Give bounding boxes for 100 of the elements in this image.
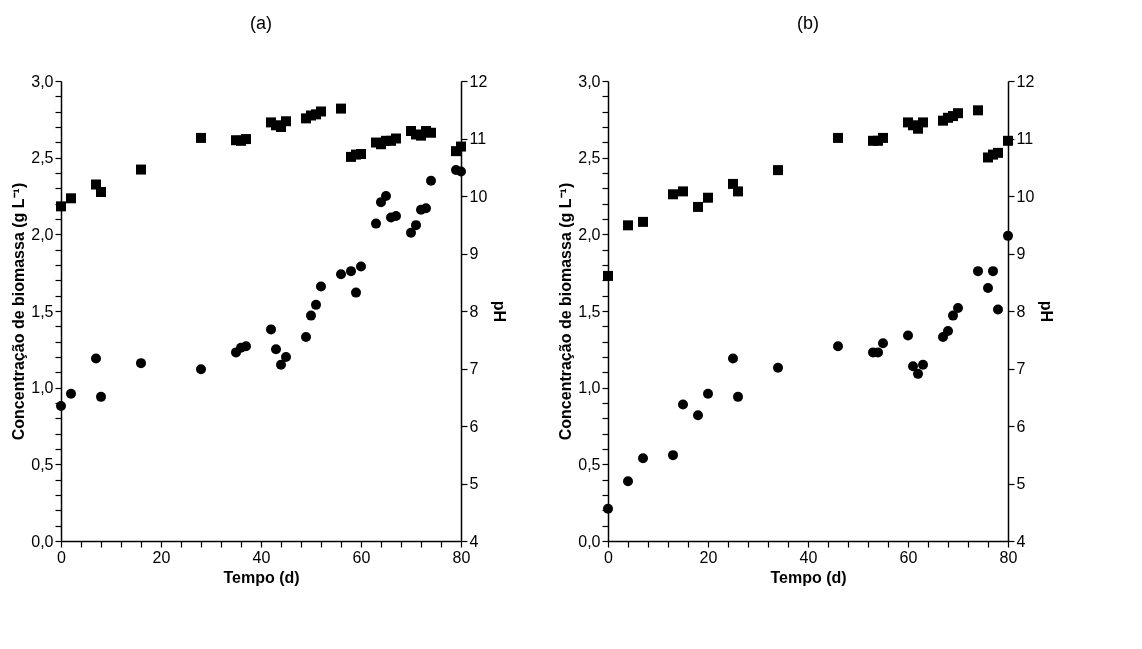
y-tick-label: 2,0 <box>31 225 54 243</box>
x-axis-title: Tempo (d) <box>770 568 847 586</box>
y-tick-label: 3,0 <box>578 72 601 90</box>
x-tick-label: 80 <box>999 548 1018 566</box>
y2-tick-label: 12 <box>469 72 488 90</box>
y-axis-title: Concentração de biomassa (g L⁻¹) <box>557 182 575 441</box>
point <box>196 364 206 375</box>
point <box>281 116 291 127</box>
point <box>356 261 366 272</box>
y2-axis-title: pH <box>1038 300 1056 323</box>
y-tick-label: 1,0 <box>578 379 601 397</box>
y2-tick-label: 12 <box>1016 72 1035 90</box>
point <box>918 359 928 370</box>
point <box>301 332 311 343</box>
point <box>136 164 146 175</box>
point <box>943 325 953 336</box>
point <box>603 270 613 281</box>
point <box>91 353 101 364</box>
point <box>668 450 678 461</box>
x-tick-label: 40 <box>799 548 818 566</box>
y2-tick-label: 6 <box>469 417 479 435</box>
point <box>196 132 206 143</box>
y-tick-label: 0,0 <box>31 532 54 550</box>
point <box>623 476 633 487</box>
point <box>603 503 613 514</box>
y2-axis-title: pH <box>491 300 509 323</box>
point <box>306 310 316 321</box>
y-tick-label: 2,0 <box>578 225 601 243</box>
point <box>773 165 783 176</box>
point <box>241 134 251 145</box>
point <box>271 344 281 355</box>
point <box>693 410 703 421</box>
point <box>953 302 963 313</box>
point <box>356 149 366 160</box>
point <box>913 368 923 379</box>
y-tick-label: 2,5 <box>31 149 54 167</box>
point <box>993 147 1003 158</box>
point <box>733 186 743 197</box>
x-tick-label: 60 <box>899 548 918 566</box>
point <box>96 391 106 402</box>
point <box>703 388 713 399</box>
point <box>336 269 346 280</box>
point <box>1003 230 1013 241</box>
y2-tick-label: 6 <box>1016 417 1026 435</box>
point <box>136 358 146 369</box>
point <box>773 362 783 373</box>
chart-title: (a) <box>250 13 272 33</box>
point <box>678 399 688 410</box>
point <box>411 220 421 231</box>
point <box>266 324 276 335</box>
chart-title: (b) <box>797 13 819 33</box>
point <box>336 103 346 114</box>
point <box>623 220 633 231</box>
point <box>833 132 843 143</box>
point <box>668 189 678 200</box>
y-tick-label: 1,5 <box>578 302 601 320</box>
y2-tick-label: 11 <box>469 130 487 147</box>
point <box>638 216 648 227</box>
point <box>973 105 983 116</box>
point <box>56 401 66 412</box>
point <box>983 283 993 293</box>
point <box>391 133 401 144</box>
point <box>693 201 703 212</box>
point <box>733 391 743 402</box>
y2-tick-label: 8 <box>469 302 479 320</box>
point <box>456 166 466 177</box>
y2-tick-label: 4 <box>1016 532 1026 550</box>
y-tick-label: 3,0 <box>31 72 54 90</box>
y2-tick-label: 4 <box>469 532 479 550</box>
point <box>903 330 913 341</box>
point <box>66 193 76 204</box>
point <box>371 218 381 229</box>
y2-tick-label: 9 <box>469 245 479 262</box>
y2-tick-label: 9 <box>1016 245 1026 262</box>
point <box>953 108 963 119</box>
point <box>973 266 983 277</box>
y-tick-label: 1,5 <box>31 302 54 320</box>
point <box>406 227 416 238</box>
x-tick-label: 80 <box>452 548 471 566</box>
y-tick-label: 0,5 <box>31 455 54 473</box>
point <box>638 453 648 464</box>
x-tick-label: 60 <box>352 548 371 566</box>
x-tick-label: 0 <box>57 548 67 566</box>
y2-tick-label: 10 <box>469 187 488 205</box>
point <box>918 117 928 128</box>
point <box>96 186 106 197</box>
point <box>948 310 958 321</box>
y-tick-label: 0,0 <box>578 532 601 550</box>
point <box>56 201 66 212</box>
point <box>66 388 76 399</box>
y-tick-label: 0,5 <box>578 455 601 473</box>
point <box>276 359 286 370</box>
y2-tick-label: 5 <box>469 475 479 492</box>
point <box>878 132 888 143</box>
point <box>391 210 401 221</box>
point <box>281 352 291 362</box>
y-axis-title: Concentração de biomassa (g L⁻¹) <box>10 182 28 441</box>
point <box>728 353 738 364</box>
y-tick-label: 1,0 <box>31 379 54 397</box>
point <box>988 266 998 277</box>
